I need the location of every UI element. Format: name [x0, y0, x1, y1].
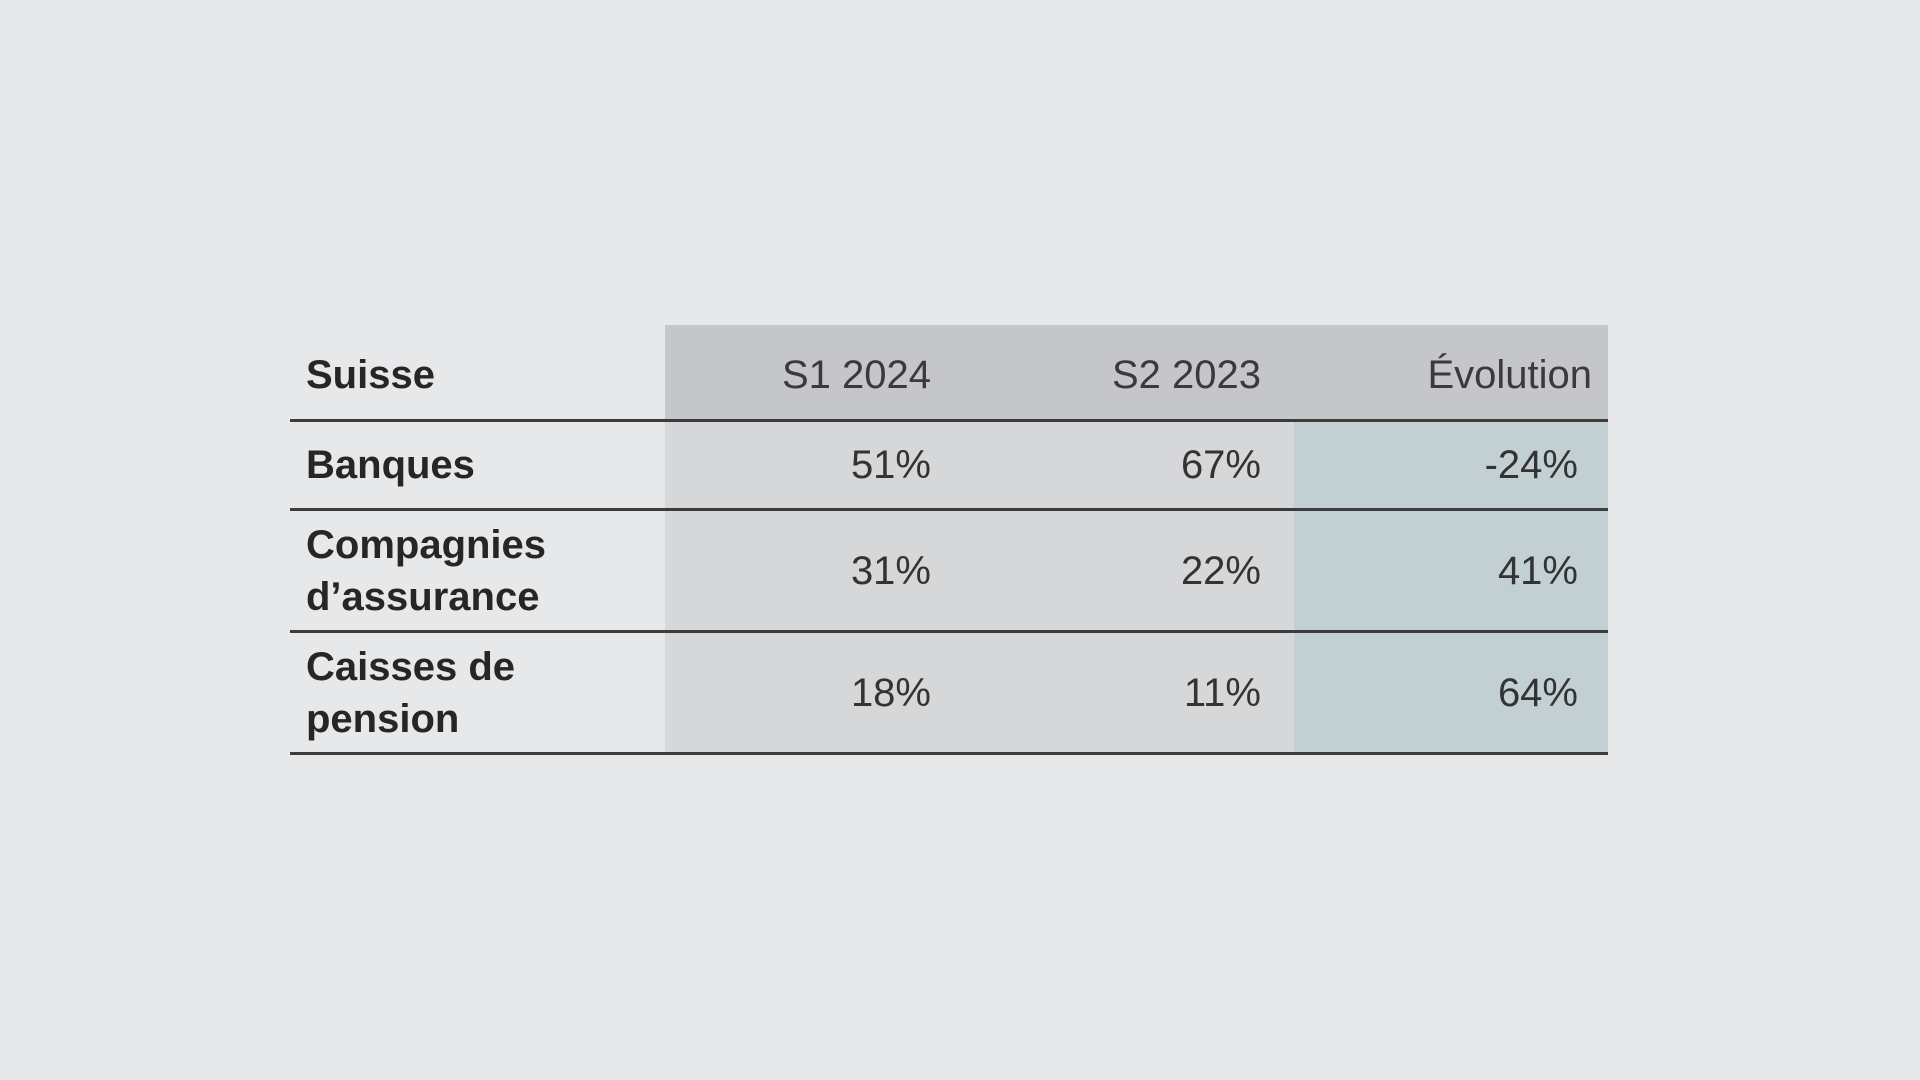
data-table: Suisse S1 2024 S2 2023 Évolution Banques…	[290, 325, 1608, 755]
header-row: Suisse S1 2024 S2 2023 Évolution	[290, 325, 1608, 422]
cell-banques-s2-2023: 67%	[979, 420, 1294, 511]
cell-assurance-s1-2024: 31%	[665, 509, 979, 633]
cell-pension-s1-2024: 18%	[665, 631, 979, 755]
row-label-caisses-pension: Caisses de pension	[290, 631, 665, 755]
header-s1-2024: S1 2024	[665, 325, 979, 422]
header-evolution: Évolution	[1294, 325, 1608, 422]
cell-pension-evolution: 64%	[1294, 631, 1608, 755]
cell-assurance-evolution: 41%	[1294, 509, 1608, 633]
cell-banques-evolution: -24%	[1294, 420, 1608, 511]
table-row: Caisses de pension 18% 11% 64%	[290, 631, 1608, 755]
header-s2-2023: S2 2023	[979, 325, 1294, 422]
cell-pension-s2-2023: 11%	[979, 631, 1294, 755]
table-row: Banques 51% 67% -24%	[290, 420, 1608, 511]
cell-banques-s1-2024: 51%	[665, 420, 979, 511]
row-label-banques: Banques	[290, 420, 665, 511]
header-suisse: Suisse	[290, 325, 665, 422]
table-row: Compagnies d’assurance 31% 22% 41%	[290, 509, 1608, 633]
row-label-compagnies-assurance: Compagnies d’assurance	[290, 509, 665, 633]
cell-assurance-s2-2023: 22%	[979, 509, 1294, 633]
